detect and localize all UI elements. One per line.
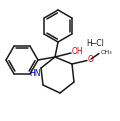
Text: HN: HN — [30, 69, 41, 78]
Text: CH₃: CH₃ — [101, 50, 113, 56]
Text: H─Cl: H─Cl — [86, 39, 104, 49]
Text: O: O — [88, 56, 94, 64]
Text: OH: OH — [72, 48, 84, 57]
